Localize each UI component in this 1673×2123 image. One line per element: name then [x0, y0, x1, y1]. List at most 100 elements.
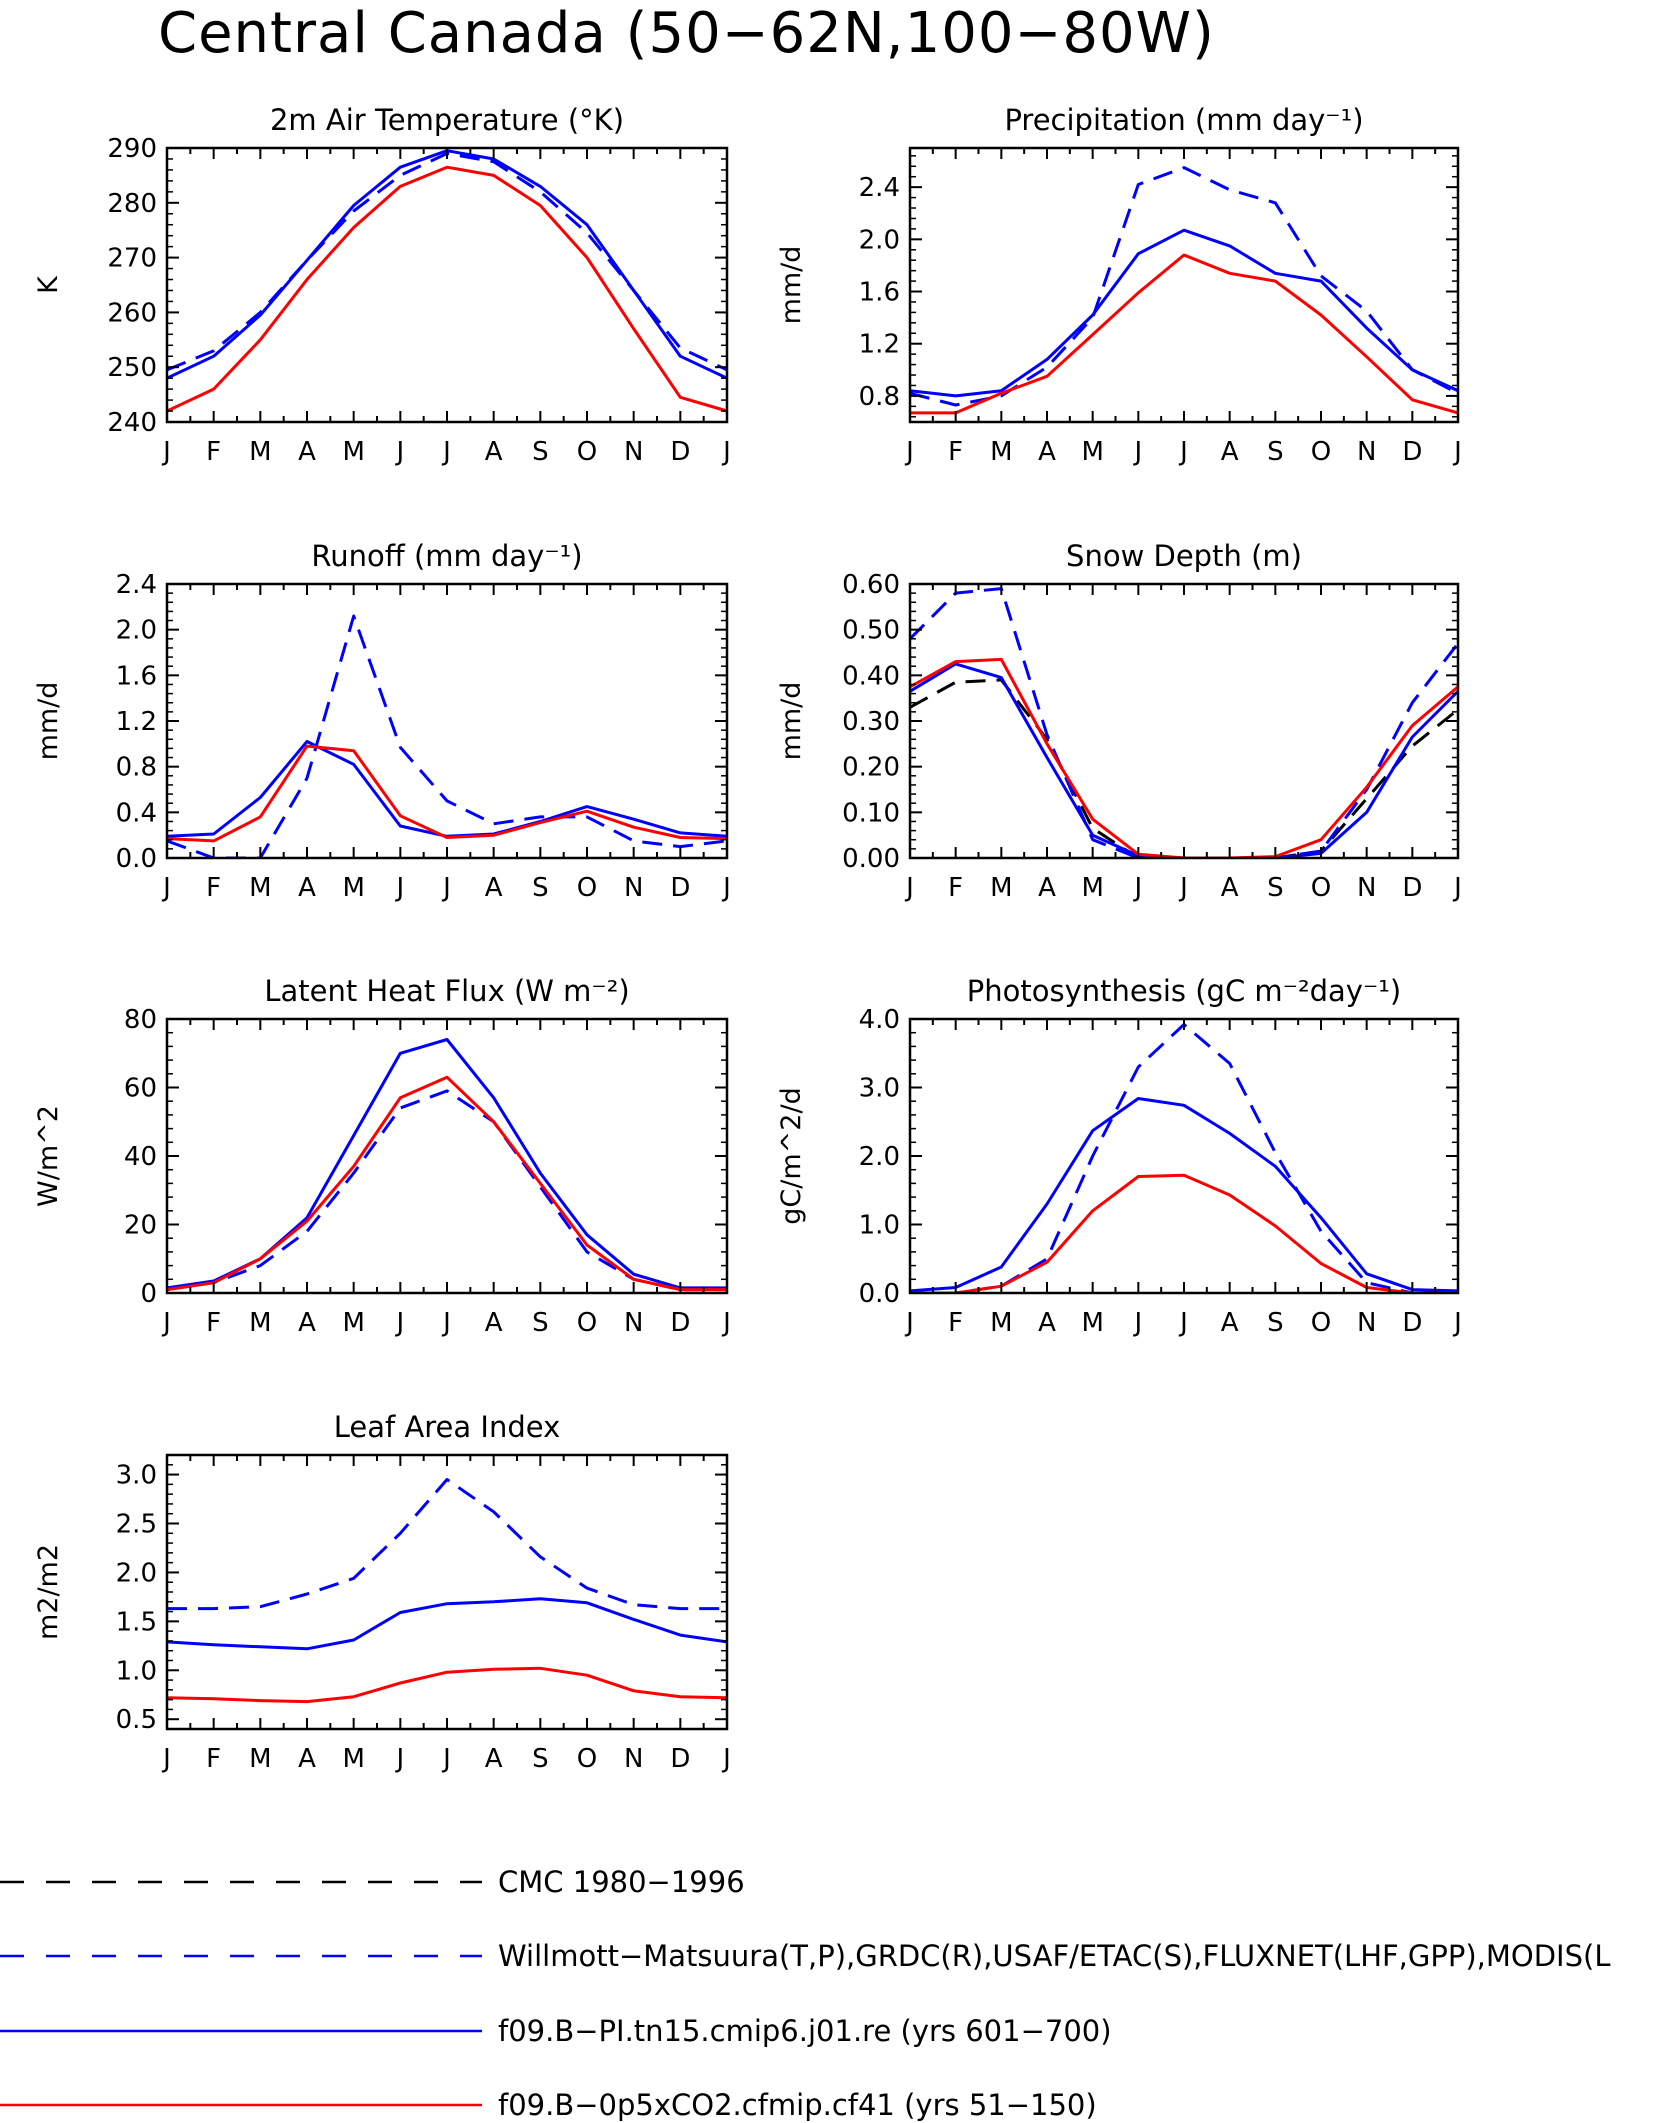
y-tick-label: 60: [124, 1074, 157, 1104]
y-tick-label: 1.0: [859, 1211, 900, 1241]
plot-frame: [165, 1017, 729, 1295]
series-line: [910, 1173, 1458, 1293]
series-line: [167, 1089, 727, 1292]
panels-group: 2m Air Temperature (°K)KJ F M A M J J A S O N D J240…: [33, 103, 1462, 1774]
panel-title: Runoff (mm day⁻¹): [311, 539, 582, 573]
x-tick-label: D: [670, 1744, 690, 1774]
x-tick-label: F: [206, 1744, 221, 1774]
x-tick-label: N: [1357, 873, 1376, 903]
y-tick-label: 0.30: [842, 707, 900, 737]
x-tick-label: J: [441, 1744, 451, 1774]
x-tick-label: D: [1402, 1308, 1422, 1338]
x-tick-label: A: [485, 437, 503, 467]
x-tick-label: A: [485, 1744, 503, 1774]
y-tick-label: 0.8: [859, 382, 900, 412]
series-line: [910, 166, 1458, 407]
y-tick-label: 2.0: [116, 616, 157, 646]
panel-runoff: Runoff (mm day⁻¹)mm/dJ F M A M J J A S O N D J0.00.4…: [33, 539, 731, 903]
y-tick-label: 0.8: [116, 753, 157, 783]
series-line: [167, 152, 727, 372]
legend-label: Willmott−Matsuura(T,P),GRDC(R),USAF/ETAC…: [498, 1939, 1611, 1973]
x-tick-label: D: [670, 437, 690, 467]
x-tick-label: J: [1132, 873, 1142, 903]
series-line: [910, 228, 1458, 398]
y-axis-label: W/m^2: [33, 1105, 64, 1207]
x-tick-label: M: [342, 437, 364, 467]
plot-frame: [165, 1453, 729, 1731]
x-tick-label: J: [1178, 873, 1188, 903]
series-line: [167, 1478, 727, 1611]
x-tick-label: O: [1311, 1308, 1331, 1338]
y-tick-label: 290: [107, 134, 157, 164]
y-tick-label: 1.2: [116, 707, 157, 737]
y-tick-label: 0.50: [842, 616, 900, 646]
y-axis-label: K: [33, 275, 64, 294]
panel-title: 2m Air Temperature (°K): [270, 103, 624, 137]
x-tick-label: O: [1311, 437, 1331, 467]
x-tick-label: M: [342, 1308, 364, 1338]
x-tick-label: J: [904, 437, 914, 467]
panel-title: Photosynthesis (gC m⁻²day⁻¹): [967, 974, 1401, 1008]
x-tick-label: F: [948, 437, 963, 467]
series-lines: [910, 1023, 1458, 1293]
x-tick-label: J: [394, 1308, 404, 1338]
x-tick-label: F: [206, 1308, 221, 1338]
x-tick-label: A: [1038, 437, 1056, 467]
x-tick-label: M: [249, 1308, 271, 1338]
series-line: [910, 657, 1458, 858]
panel-title: Snow Depth (m): [1066, 539, 1302, 573]
x-tick-label: J: [1132, 437, 1142, 467]
x-tick-label: A: [1221, 1308, 1239, 1338]
x-tick-label: J: [161, 1744, 171, 1774]
x-tick-label: M: [990, 1308, 1012, 1338]
plot-frame: [908, 146, 1460, 424]
x-tick-label: S: [1267, 873, 1284, 903]
x-tick-label: M: [342, 873, 364, 903]
x-tick-label: N: [624, 437, 643, 467]
x-tick-label: S: [1267, 437, 1284, 467]
x-tick-label: J: [721, 1744, 731, 1774]
series-line: [167, 1666, 727, 1704]
y-tick-label: 0: [140, 1279, 157, 1309]
x-tick-label: A: [1221, 873, 1239, 903]
series-line: [910, 1023, 1458, 1293]
x-tick-label: F: [948, 1308, 963, 1338]
x-tick-label: J: [721, 1308, 731, 1338]
x-tick-label: A: [298, 873, 316, 903]
x-tick-label: O: [577, 437, 597, 467]
y-tick-label: 0.20: [842, 753, 900, 783]
y-tick-label: 270: [107, 244, 157, 274]
panel-precipitation: Precipitation (mm day⁻¹)mm/dJ F M A M J J A S O N D…: [776, 103, 1462, 467]
plot-frame: [908, 582, 1460, 860]
x-tick-label: J: [1178, 1308, 1188, 1338]
series-lines: [167, 149, 727, 413]
x-tick-label: N: [624, 873, 643, 903]
y-tick-label: 3.0: [859, 1074, 900, 1104]
x-tick-label: M: [1081, 873, 1103, 903]
plot-frame: [165, 146, 729, 424]
x-tick-label: S: [1267, 1308, 1284, 1338]
series-lines: [910, 166, 1458, 415]
series-lines: [167, 614, 727, 858]
series-line: [167, 614, 727, 858]
x-tick-label: S: [532, 1744, 549, 1774]
y-axis-label: m2/m2: [33, 1544, 64, 1640]
y-tick-label: 2.4: [859, 173, 900, 203]
x-tick-label: J: [161, 873, 171, 903]
x-tick-label: D: [1402, 873, 1422, 903]
x-tick-label: O: [577, 873, 597, 903]
series-line: [167, 1597, 727, 1651]
legend: CMC 1980−1996 Willmott−Matsuura(T,P),GRDC…: [0, 1865, 1611, 2122]
x-tick-label: J: [1452, 873, 1462, 903]
y-axis-label: mm/d: [776, 246, 807, 325]
x-tick-label: O: [577, 1308, 597, 1338]
y-tick-label: 0.40: [842, 661, 900, 691]
figure-title: Central Canada (50−62N,100−80W): [158, 1, 1215, 66]
y-tick-label: 1.0: [116, 1656, 157, 1686]
x-tick-label: N: [624, 1744, 643, 1774]
y-tick-label: 0.00: [842, 844, 900, 874]
x-tick-label: F: [948, 873, 963, 903]
x-tick-label: J: [1452, 1308, 1462, 1338]
x-tick-label: J: [1132, 1308, 1142, 1338]
